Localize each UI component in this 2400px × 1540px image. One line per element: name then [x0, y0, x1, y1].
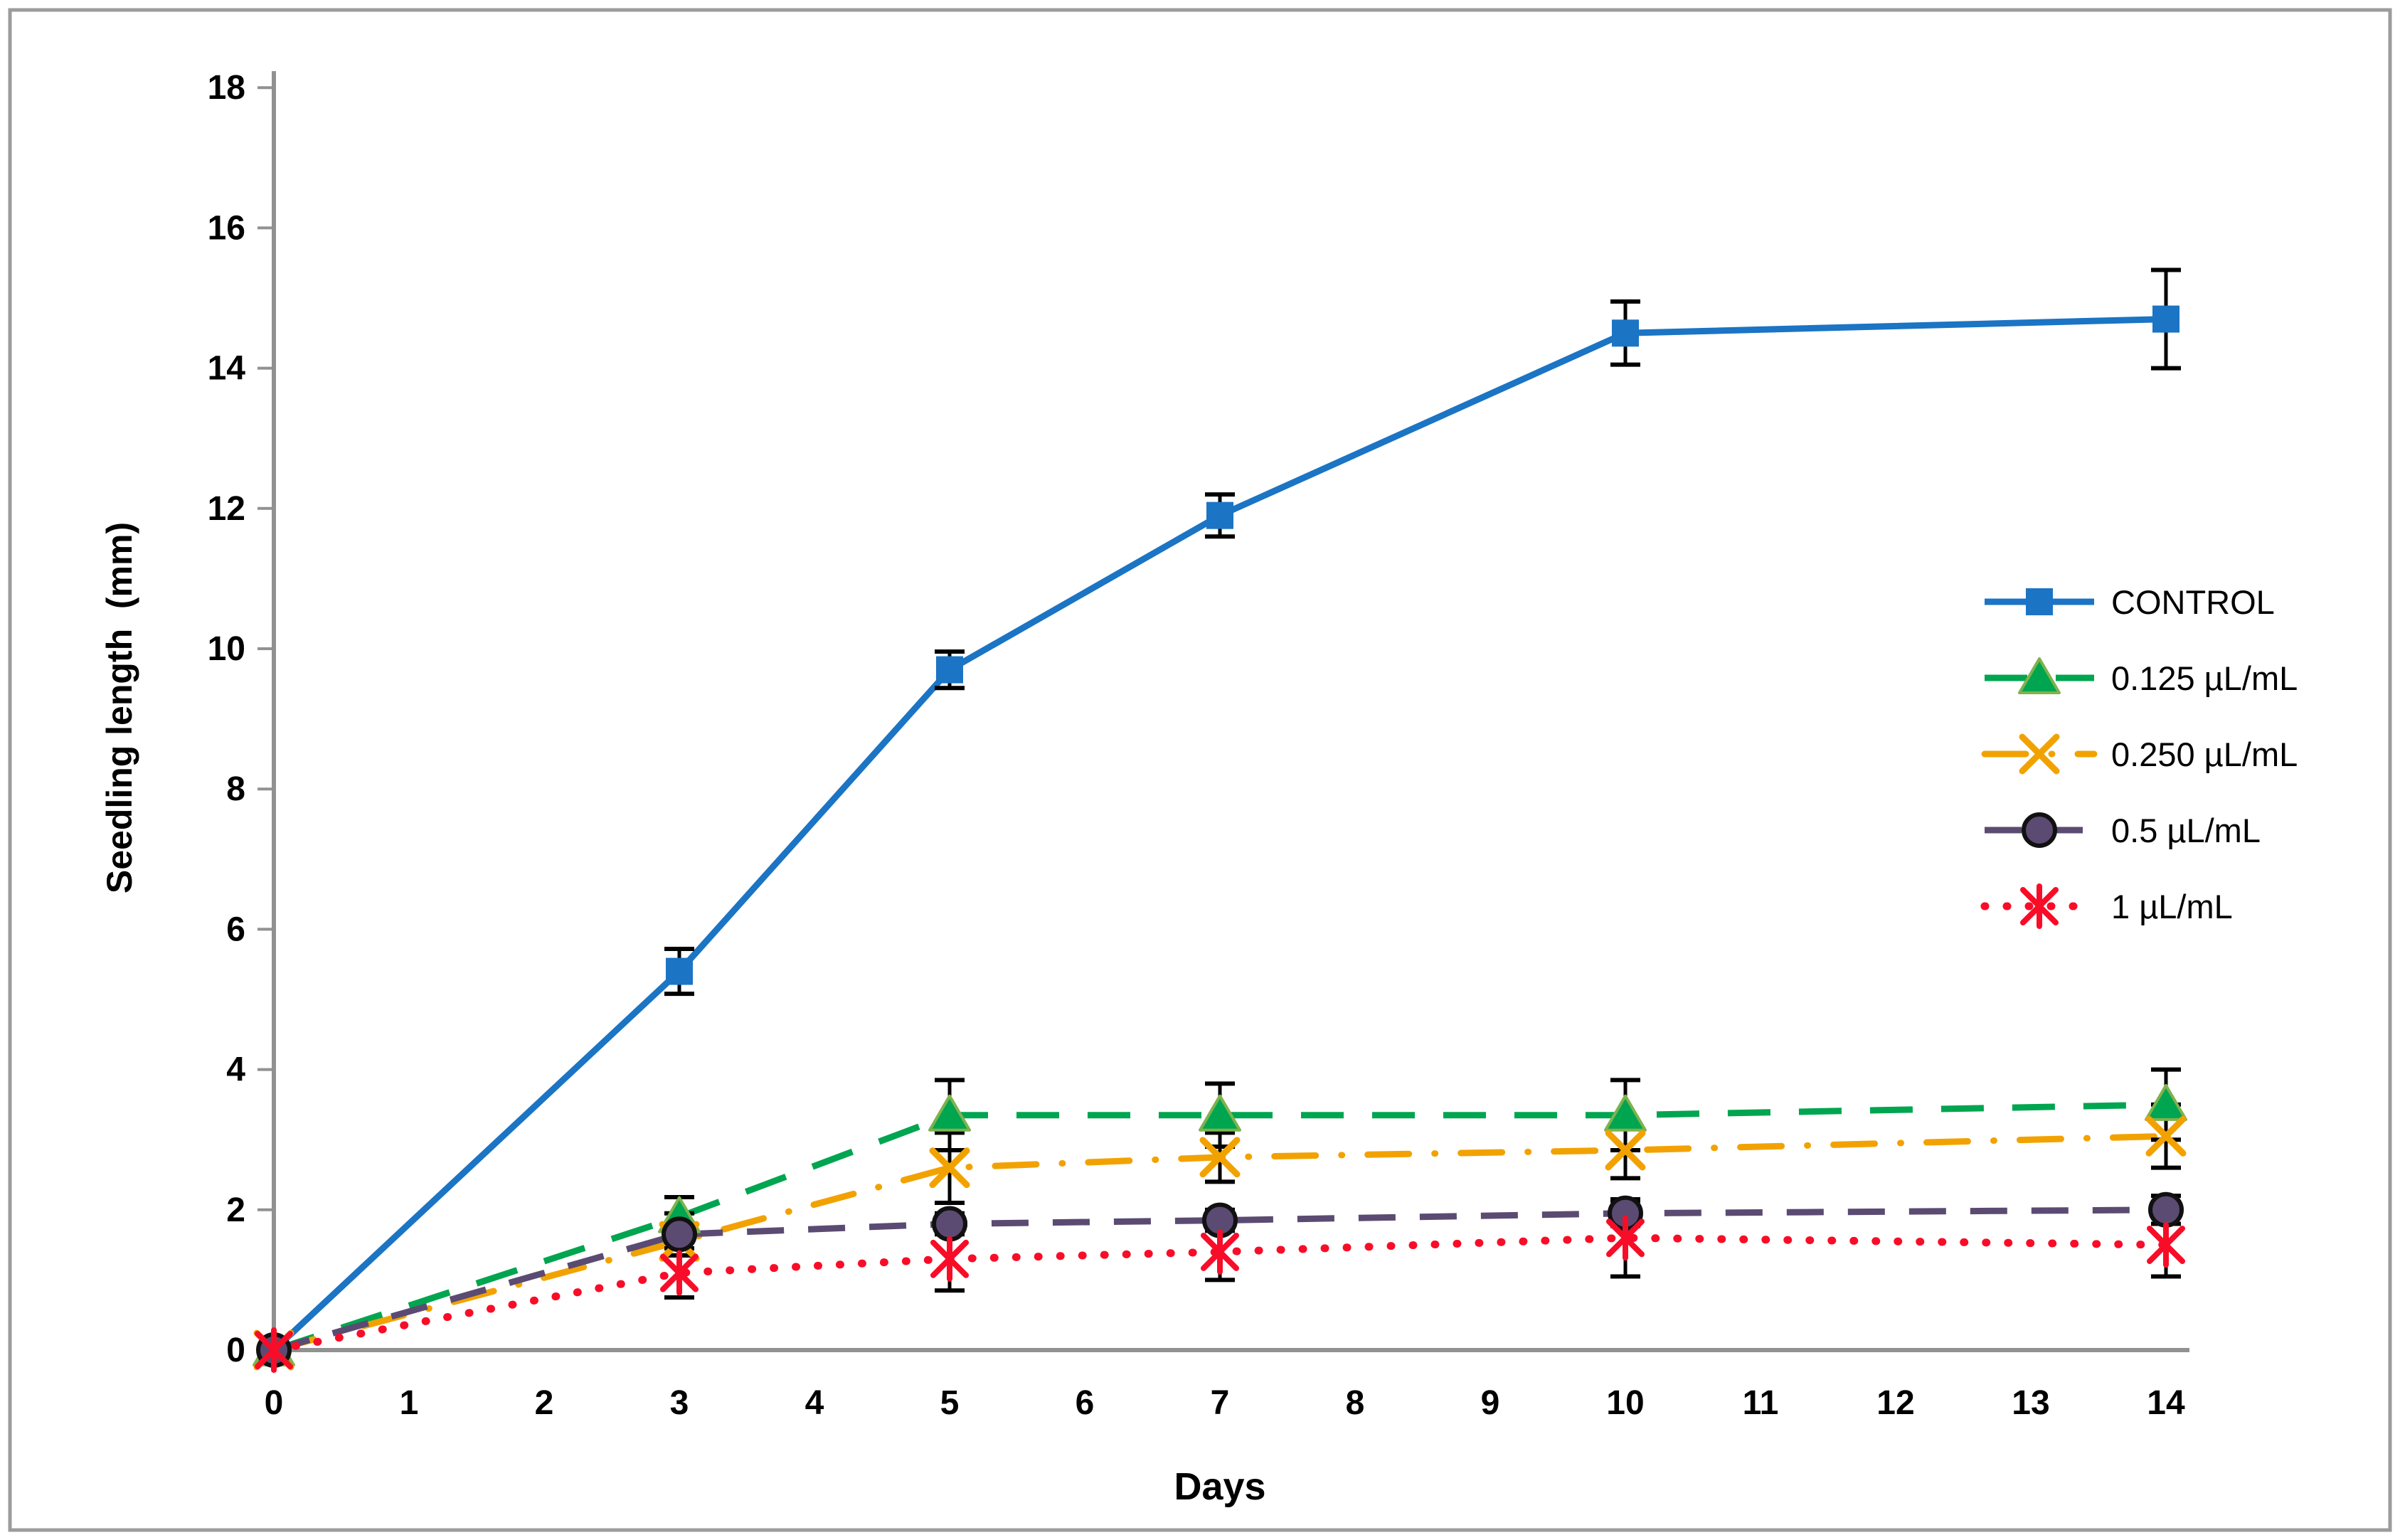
x-tick-label: 3 — [670, 1384, 689, 1422]
x-marker — [1605, 1130, 1646, 1171]
legend-label: 0.125 µL/mL — [2111, 659, 2298, 697]
square-marker — [2152, 305, 2179, 333]
legend-label: 0.5 µL/mL — [2111, 812, 2261, 849]
series-line-4 — [270, 1233, 2170, 1354]
y-tick-label: 12 — [208, 490, 245, 528]
x-tick-label: 8 — [1346, 1384, 1365, 1422]
x-tick-label: 6 — [1076, 1384, 1095, 1422]
x-tick-label: 0 — [265, 1384, 284, 1422]
y-tick-label: 18 — [208, 69, 245, 107]
x-tick-label: 11 — [1743, 1384, 1779, 1422]
series-line-2 — [270, 1132, 2170, 1354]
asterisk-marker — [2020, 887, 2059, 925]
legend-item-0125: 0.125 µL/mL — [1985, 657, 2298, 697]
square-marker — [936, 656, 963, 684]
x-tick-label: 12 — [1876, 1384, 1914, 1422]
circle-marker — [2148, 1191, 2184, 1228]
legend-key-1 — [1980, 883, 2098, 929]
legend-item-05: 0.5 µL/mL — [1985, 812, 2261, 849]
x-axis-title: Days — [1174, 1465, 1265, 1508]
circle-marker — [2022, 812, 2057, 848]
y-tick-label: 8 — [226, 770, 245, 808]
y-tick-label: 10 — [208, 630, 245, 668]
x-marker — [2145, 1115, 2187, 1157]
series-lines — [270, 316, 2170, 1354]
square-marker — [1612, 319, 1639, 347]
legend-item-0250: 0.250 µL/mL — [1981, 733, 2298, 775]
y-tick-label: 0 — [226, 1332, 245, 1369]
triangle-marker — [1199, 1094, 1241, 1132]
triangle-marker — [928, 1094, 971, 1132]
x-tick-label: 2 — [535, 1384, 554, 1422]
circle-marker — [662, 1216, 697, 1253]
legend-item-control: CONTROL — [1985, 583, 2275, 621]
x-tick-label: 1 — [400, 1384, 419, 1422]
x-marker — [1199, 1137, 1241, 1178]
x-tick-label: 13 — [2012, 1384, 2049, 1422]
square-marker — [2026, 588, 2053, 615]
series-line-3 — [272, 1206, 2167, 1354]
square-marker — [1206, 501, 1233, 529]
x-tick-label: 10 — [1606, 1384, 1644, 1422]
asterisk-marker — [1201, 1232, 1239, 1271]
triangle-marker — [2145, 1083, 2187, 1121]
legend-label: 1 µL/mL — [2111, 888, 2233, 925]
legend-key-0250 — [1981, 733, 2098, 775]
series-line-0 — [271, 316, 2167, 1353]
asterisk-marker — [2147, 1226, 2185, 1265]
x-tick-label: 5 — [940, 1384, 960, 1422]
asterisk-marker — [1606, 1218, 1645, 1258]
asterisk-marker — [660, 1253, 699, 1292]
triangle-marker — [2018, 657, 2061, 694]
legend-item-1: 1 µL/mL — [1980, 883, 2233, 929]
circle-marker — [932, 1206, 967, 1242]
x-tick-label: 9 — [1481, 1384, 1500, 1422]
x-tick-label: 14 — [2147, 1384, 2185, 1422]
y-axis-title: Seedling length (mm) — [100, 522, 139, 893]
x-marker — [929, 1147, 970, 1189]
square-marker — [666, 957, 693, 985]
asterisk-marker — [930, 1239, 969, 1278]
outer-border — [8, 8, 2392, 1532]
legend-key-control — [1985, 588, 2094, 615]
legend: CONTROL 0.125 µL/mL 0.250 µL/mL 0.5 µL/m… — [1980, 583, 2298, 929]
legend-key-05 — [1985, 812, 2094, 848]
legend-key-0125 — [1985, 657, 2094, 694]
asterisk-marker — [255, 1331, 293, 1369]
legend-label: 0.250 µL/mL — [2111, 736, 2298, 773]
y-tick-label: 4 — [226, 1051, 245, 1089]
y-tick-label: 16 — [208, 209, 245, 247]
y-tick-label: 6 — [226, 910, 245, 948]
y-tick-label: 2 — [226, 1191, 245, 1229]
x-tick-label: 7 — [1211, 1384, 1230, 1422]
x-tick-label: 4 — [805, 1384, 824, 1422]
legend-label: CONTROL — [2111, 583, 2275, 621]
x-marker — [2019, 733, 2060, 775]
data-markers — [253, 305, 2187, 1373]
triangle-marker — [1604, 1094, 1647, 1132]
y-tick-label: 14 — [208, 350, 246, 388]
